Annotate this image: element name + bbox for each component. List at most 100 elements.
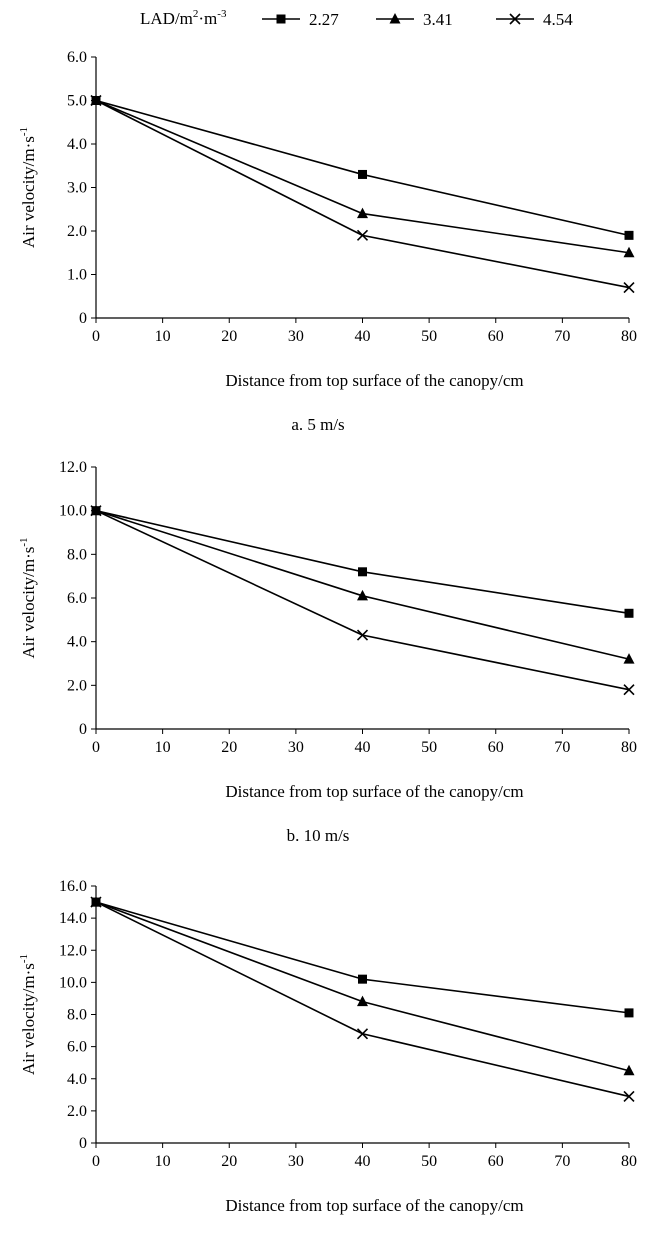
y-tick-label: 8.0 <box>67 546 87 563</box>
x-tick-label: 10 <box>155 1153 171 1170</box>
panel-caption: b. 10 m/s <box>287 826 350 845</box>
x-tick-label: 40 <box>355 739 371 756</box>
x-tick-label: 40 <box>355 328 371 345</box>
data-point-2.27-x80 <box>624 608 634 618</box>
data-point-2.27-x80 <box>624 230 634 240</box>
legend-title-sup2: -3 <box>217 8 227 20</box>
y-axis-label-sup: -1 <box>18 537 30 546</box>
chart-panel-3: 0 2.0 4.0 6.0 8.0 10.0 12.0 14.0 16.0 0 10 20 30 40 50… <box>18 878 637 1215</box>
x-tick-label: 30 <box>288 328 304 345</box>
x-tick-label: 0 <box>92 328 100 345</box>
x-tick-label: 20 <box>221 739 237 756</box>
y-tick-label: 4.0 <box>67 634 87 651</box>
legend: LAD/m2·m-3 2.27 3.41 4.54 <box>140 8 573 29</box>
y-axis-label-base: Air velocity/m·s <box>19 963 38 1075</box>
x-tick-label: 50 <box>421 1153 437 1170</box>
x-tick-label: 60 <box>488 1153 504 1170</box>
legend-marker-2.27 <box>276 14 286 24</box>
x-tick-label: 50 <box>421 739 437 756</box>
data-point-4.54-x40 <box>356 1028 369 1040</box>
data-point-2.27-x40 <box>358 169 367 179</box>
series-line-4.54 <box>95 99 630 289</box>
y-tick-label: 6.0 <box>67 49 87 66</box>
y-tick-label: 16.0 <box>59 878 87 895</box>
legend-title-sup1: 2 <box>193 8 199 20</box>
y-axis-label: Air velocity/m·s-1 <box>18 537 38 658</box>
legend-marker-4.54 <box>509 13 521 25</box>
y-tick-label: 0 <box>79 1135 87 1152</box>
y-tick-label: 12.0 <box>59 942 87 959</box>
x-tick-label: 20 <box>221 328 237 345</box>
data-point-4.54-x40 <box>356 629 369 641</box>
data-point-2.27-x40 <box>358 567 367 577</box>
chart-panel-2: 0 2.0 4.0 6.0 8.0 10.0 12.0 0 10 20 30 40 50 60 70 80 Di… <box>18 459 637 845</box>
x-axis-label: Distance from top surface of the canopy/… <box>225 782 523 801</box>
x-tick-label: 80 <box>621 739 637 756</box>
y-tick-label: 12.0 <box>59 459 87 476</box>
y-tick-label: 0 <box>79 721 87 738</box>
chart-panel-1: 0 1.0 2.0 3.0 4.0 5.0 6.0 0 10 20 30 40 50 60 70 80 Dist… <box>18 49 637 434</box>
y-tick-label: 4.0 <box>67 1071 87 1088</box>
x-tick-label: 10 <box>155 739 171 756</box>
x-tick-label: 0 <box>92 739 100 756</box>
y-tick-label: 3.0 <box>67 180 87 197</box>
y-axis-label-sup: -1 <box>18 954 30 963</box>
y-tick-label: 5.0 <box>67 93 87 110</box>
data-point-4.54-x0 <box>90 94 102 107</box>
series-line-3.41 <box>95 509 630 660</box>
x-tick-label: 0 <box>92 1153 100 1170</box>
y-tick-label: 6.0 <box>67 1039 87 1056</box>
y-axis-label-sup: -1 <box>18 127 30 136</box>
x-tick-label: 80 <box>621 328 637 345</box>
x-tick-label: 20 <box>221 1153 237 1170</box>
x-tick-label: 60 <box>488 739 504 756</box>
x-tick-label: 30 <box>288 1153 304 1170</box>
y-axis-label: Air velocity/m·s-1 <box>18 127 38 248</box>
y-tick-label: 4.0 <box>67 136 87 153</box>
series-line-3.41 <box>95 901 630 1072</box>
x-tick-label: 70 <box>554 1153 570 1170</box>
x-tick-label: 10 <box>155 328 171 345</box>
legend-label-3.41: 3.41 <box>423 10 453 29</box>
data-point-3.41-x80 <box>623 246 635 258</box>
y-axis-label-base: Air velocity/m·s <box>19 547 38 659</box>
legend-label-2.27: 2.27 <box>309 10 339 29</box>
legend-title: LAD/m2·m-3 <box>140 8 227 28</box>
y-tick-label: 8.0 <box>67 1007 87 1024</box>
data-point-3.41-x80 <box>623 1064 635 1076</box>
y-tick-label: 2.0 <box>67 1103 87 1120</box>
x-axis-label: Distance from top surface of the canopy/… <box>225 371 523 390</box>
data-point-3.41-x40 <box>357 207 368 219</box>
y-axis-label: Air velocity/m·s-1 <box>18 954 38 1075</box>
panel-caption: a. 5 m/s <box>291 415 344 434</box>
data-point-3.41-x80 <box>623 653 635 664</box>
x-tick-label: 70 <box>554 328 570 345</box>
data-point-3.41-x40 <box>357 995 368 1007</box>
y-tick-label: 2.0 <box>67 677 87 694</box>
data-point-3.41-x40 <box>357 589 368 601</box>
y-tick-label: 0 <box>79 310 87 327</box>
x-tick-label: 40 <box>355 1153 371 1170</box>
data-point-4.54-x80 <box>623 1090 635 1102</box>
y-tick-label: 6.0 <box>67 590 87 607</box>
chart-panels: 0 1.0 2.0 3.0 4.0 5.0 6.0 0 10 20 30 40 50 60 70 80 Dist… <box>18 49 637 1215</box>
y-tick-label: 1.0 <box>67 267 87 284</box>
y-tick-label: 10.0 <box>59 503 87 520</box>
y-tick-label: 2.0 <box>67 223 87 240</box>
legend-label-4.54: 4.54 <box>543 10 573 29</box>
legend-marker-3.41 <box>389 13 401 24</box>
data-point-4.54-x80 <box>623 281 635 294</box>
x-tick-label: 50 <box>421 328 437 345</box>
data-point-2.27-x80 <box>624 1008 634 1018</box>
x-axis-label: Distance from top surface of the canopy/… <box>225 1196 523 1215</box>
x-tick-label: 30 <box>288 739 304 756</box>
legend-title-prefix: LAD/m <box>140 9 193 28</box>
y-tick-label: 10.0 <box>59 974 87 991</box>
x-tick-label: 60 <box>488 328 504 345</box>
data-point-4.54-x0 <box>90 505 102 517</box>
x-tick-label: 70 <box>554 739 570 756</box>
data-point-4.54-x0 <box>90 896 102 908</box>
data-point-4.54-x80 <box>623 684 635 696</box>
x-tick-label: 80 <box>621 1153 637 1170</box>
